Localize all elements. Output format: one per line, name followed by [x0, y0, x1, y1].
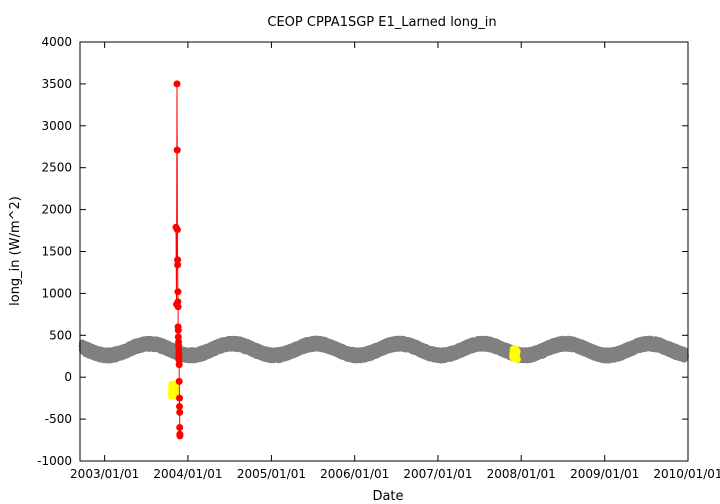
y-axis-label: long_in (W/m^2) — [8, 196, 23, 306]
chart-title: CEOP CPPA1SGP E1_Larned long_in — [267, 15, 496, 30]
plot-area — [78, 80, 689, 440]
x-axis-label: Date — [372, 489, 403, 504]
gray-series — [78, 335, 689, 364]
